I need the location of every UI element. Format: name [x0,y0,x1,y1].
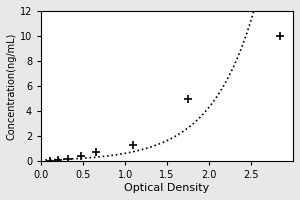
X-axis label: Optical Density: Optical Density [124,183,210,193]
Y-axis label: Concentration(ng/mL): Concentration(ng/mL) [7,32,17,140]
